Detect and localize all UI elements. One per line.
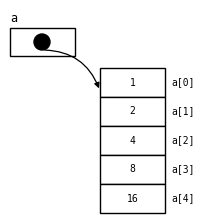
- Text: a[2]: a[2]: [171, 136, 195, 145]
- Text: 8: 8: [129, 165, 135, 174]
- Bar: [100, 68, 165, 97]
- Text: 4: 4: [129, 136, 135, 145]
- Text: a[0]: a[0]: [171, 77, 195, 88]
- Text: 16: 16: [127, 194, 138, 204]
- Circle shape: [34, 34, 50, 50]
- Bar: [100, 126, 165, 155]
- Text: a: a: [10, 11, 17, 24]
- Text: 1: 1: [129, 77, 135, 88]
- Bar: [100, 184, 165, 213]
- Text: 2: 2: [129, 106, 135, 117]
- Text: a[4]: a[4]: [171, 194, 195, 204]
- Bar: [10, 28, 75, 56]
- Text: a[1]: a[1]: [171, 106, 195, 117]
- Bar: [100, 97, 165, 126]
- Text: a[3]: a[3]: [171, 165, 195, 174]
- Bar: [100, 155, 165, 184]
